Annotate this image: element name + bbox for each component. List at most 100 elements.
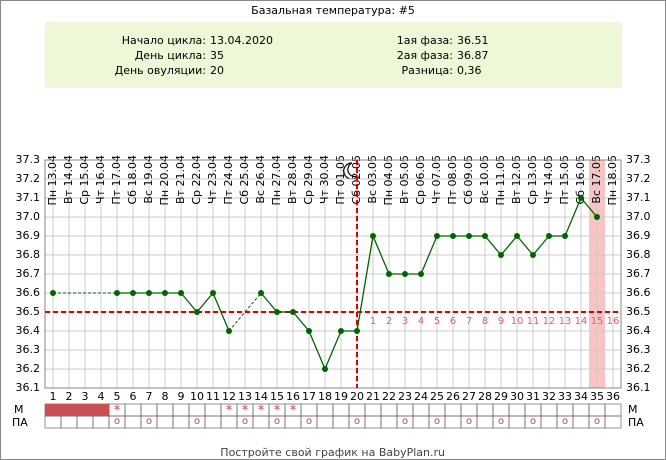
info-label: День цикла: [135, 49, 206, 62]
m-mark: * [290, 404, 297, 419]
point [434, 233, 440, 239]
x-tick-label: 36 [606, 390, 620, 403]
y-tick-label: 36.7 [16, 267, 41, 280]
phase2-label: 14 [575, 316, 588, 327]
x-tick-label: 11 [206, 390, 220, 403]
x-tick-label: 15 [270, 390, 284, 403]
date-label: Ср 29.04 [302, 155, 315, 205]
pa-mark: о [594, 416, 600, 427]
date-label: Пн 11.05 [494, 155, 507, 205]
info-label: День овуляции: [115, 64, 206, 77]
date-label: Чт 30.04 [318, 155, 331, 204]
phase2-label: 6 [450, 316, 456, 327]
phase2-label: 1 [370, 316, 376, 327]
info-value: 20 [210, 64, 224, 77]
y-tick-label: 36.7 [626, 267, 651, 280]
x-tick-label: 14 [254, 390, 268, 403]
date-label: Чт 14.05 [542, 155, 555, 204]
point [466, 233, 472, 239]
date-label: Вс 26.04 [254, 155, 267, 204]
phase2-label: 13 [559, 316, 572, 327]
x-tick-label: 34 [574, 390, 588, 403]
phase2-label: 12 [543, 316, 556, 327]
date-label: Пн 18.05 [606, 155, 619, 205]
point [338, 328, 344, 334]
bleeding-cell [61, 404, 77, 416]
point [402, 271, 408, 277]
phase2-label: 7 [466, 316, 472, 327]
info-label: Разница: [402, 64, 454, 77]
pa-mark: о [242, 416, 248, 427]
date-label: Вс 10.05 [478, 155, 491, 204]
gap-connector [228, 292, 262, 332]
y-tick-label: 36.4 [626, 324, 651, 337]
pa-mark: о [402, 416, 408, 427]
m-mark: * [226, 404, 233, 419]
x-tick-label: 6 [130, 390, 137, 403]
point [146, 290, 152, 296]
y-tick-label: 36.9 [16, 229, 41, 242]
pa-mark: о [274, 416, 280, 427]
phase2-label: 11 [527, 316, 540, 327]
y-tick-label: 37.1 [16, 191, 41, 204]
x-tick-label: 17 [302, 390, 316, 403]
y-tick-label: 36.5 [626, 305, 651, 318]
y-tick-label: 36.9 [626, 229, 651, 242]
point [354, 328, 360, 334]
phase2-label: 4 [418, 316, 424, 327]
point [562, 233, 568, 239]
x-tick-label: 8 [162, 390, 169, 403]
x-tick-label: 16 [286, 390, 300, 403]
x-tick-label: 20 [350, 390, 364, 403]
x-tick-label: 10 [190, 390, 204, 403]
point [450, 233, 456, 239]
footer[interactable]: Постройте свой график на BabyPlan.ru [220, 446, 445, 459]
x-tick-label: 2 [66, 390, 73, 403]
y-tick-label: 36.8 [16, 248, 41, 261]
pa-mark: о [146, 416, 152, 427]
y-tick-label: 37.1 [626, 191, 651, 204]
date-label: Пт 17.04 [110, 155, 123, 205]
date-label: Ср 15.04 [78, 155, 91, 205]
row-label: М [14, 403, 24, 416]
point [50, 290, 56, 296]
pa-mark: о [466, 416, 472, 427]
x-tick-label: 19 [334, 390, 348, 403]
y-tick-label: 36.4 [16, 324, 41, 337]
date-label: Вс 19.04 [142, 155, 155, 204]
plot-border [44, 159, 622, 389]
x-tick-label: 33 [558, 390, 572, 403]
pa-mark: о [354, 416, 360, 427]
y-tick-label: 36.6 [16, 286, 41, 299]
y-tick-label: 37.0 [626, 210, 651, 223]
y-tick-label: 36.1 [16, 381, 41, 394]
phase2-label: 2 [386, 316, 392, 327]
y-tick-label: 36.5 [16, 305, 41, 318]
date-label: Чт 16.04 [94, 155, 107, 204]
date-label: Ср 06.05 [414, 155, 427, 205]
y-tick-label: 37.2 [16, 172, 41, 185]
x-tick-label: 18 [318, 390, 332, 403]
point [594, 214, 600, 220]
x-tick-label: 26 [446, 390, 460, 403]
m-mark: * [258, 404, 265, 419]
y-tick-label: 36.1 [626, 381, 651, 394]
point [498, 252, 504, 258]
x-tick-label: 9 [178, 390, 185, 403]
point [258, 290, 264, 296]
x-tick-label: 30 [510, 390, 524, 403]
point [418, 271, 424, 277]
info-value: 36.51 [457, 34, 489, 47]
point [370, 233, 376, 239]
phase2-label: 8 [482, 316, 488, 327]
row-label: ПА [628, 416, 644, 429]
date-label: Пн 13.04 [46, 155, 59, 205]
date-label: Вт 14.04 [62, 155, 75, 204]
bleeding-cell [93, 404, 109, 416]
phase2-label: 10 [511, 316, 524, 327]
date-label: Пн 04.05 [382, 155, 395, 205]
x-tick-label: 1 [50, 390, 57, 403]
pa-mark: о [114, 416, 120, 427]
bleeding-cell [45, 404, 61, 416]
info-label: 2ая фаза: [397, 49, 453, 62]
